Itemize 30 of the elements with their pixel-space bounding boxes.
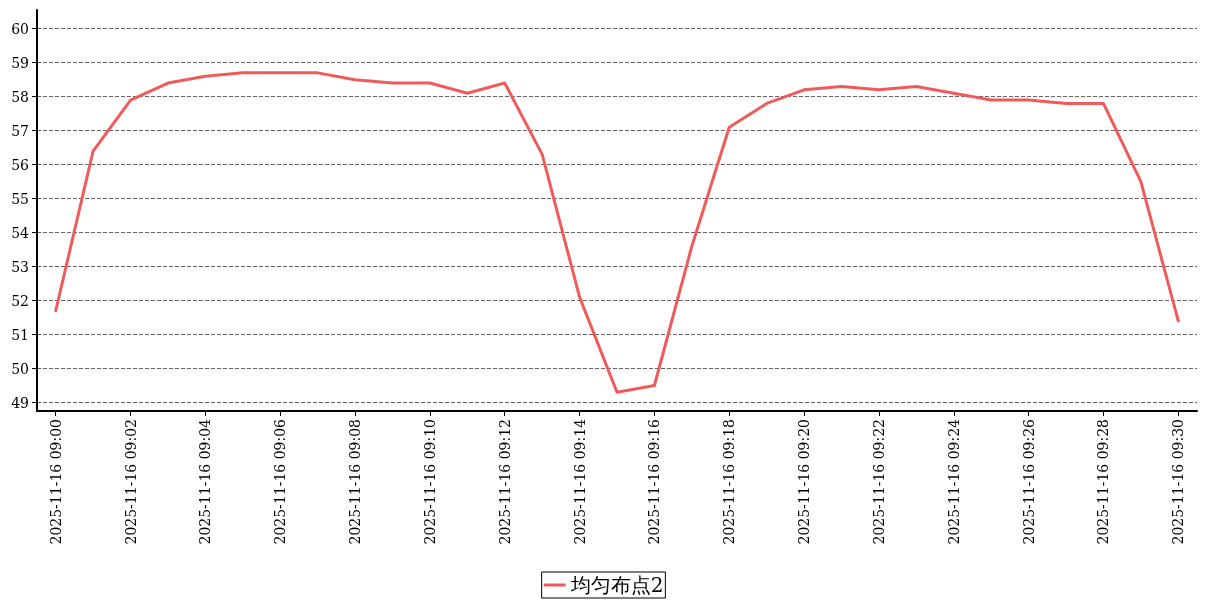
y-tick-label: 59 xyxy=(11,54,29,71)
line-series xyxy=(54,71,1180,394)
x-tick-label: 2025-11-16 09:14 xyxy=(571,418,588,545)
x-tick-label: 2025-11-16 09:00 xyxy=(47,419,64,545)
x-tick-label: 2025-11-16 09:22 xyxy=(870,419,887,545)
legend-label: 均匀布点2 xyxy=(569,573,664,597)
x-tick-label: 2025-11-16 09:26 xyxy=(1020,418,1037,545)
x-tick-label: 2025-11-16 09:28 xyxy=(1095,419,1112,545)
y-tick-label: 55 xyxy=(11,190,29,207)
x-tick-label: 2025-11-16 09:16 xyxy=(646,418,663,545)
y-tick-label: 52 xyxy=(11,292,29,309)
x-tick-label: 2025-11-16 09:08 xyxy=(347,419,364,545)
y-tick-label: 51 xyxy=(11,326,29,343)
x-tick-label: 2025-11-16 09:30 xyxy=(1170,419,1187,545)
x-tick-label: 2025-11-16 09:06 xyxy=(272,418,289,545)
y-tick-label: 56 xyxy=(11,156,30,173)
x-tick-label: 2025-11-16 09:02 xyxy=(122,419,139,545)
y-tick-label: 49 xyxy=(11,394,29,411)
y-tick-label: 54 xyxy=(11,224,30,241)
y-tick-label: 53 xyxy=(11,258,29,275)
x-tick-label: 2025-11-16 09:04 xyxy=(197,418,214,545)
y-tick-label: 57 xyxy=(11,122,29,139)
y-tick-label: 58 xyxy=(11,88,29,105)
y-tick-label: 60 xyxy=(11,20,29,37)
x-tick-label: 2025-11-16 09:24 xyxy=(945,418,962,545)
x-tick-label: 2025-11-16 09:20 xyxy=(796,419,813,545)
x-tick-label: 2025-11-16 09:12 xyxy=(496,419,513,545)
x-tick-label: 2025-11-16 09:10 xyxy=(421,419,438,545)
x-tick-label: 2025-11-16 09:18 xyxy=(721,419,738,545)
y-tick-label: 50 xyxy=(11,360,29,377)
